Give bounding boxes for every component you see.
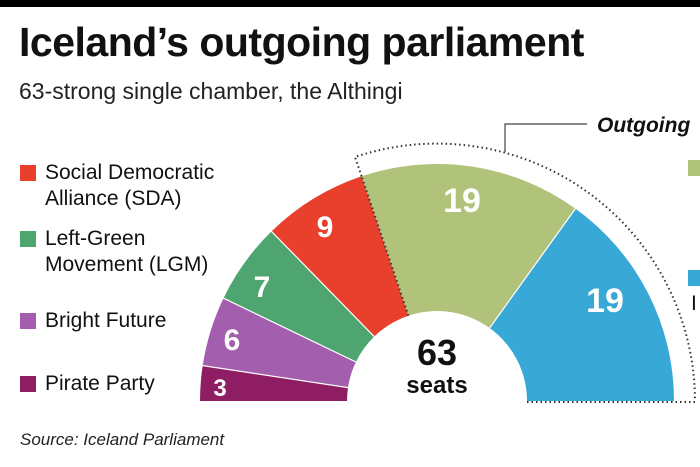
- center-unit: seats: [406, 372, 467, 399]
- value-label-lgm: 7: [254, 271, 271, 304]
- right-legend-label-fragment: I: [691, 292, 697, 315]
- legend-label: Pirate Party: [45, 372, 155, 395]
- source-note: Source: Iceland Parliament: [20, 430, 225, 449]
- legend-label-line1: Social Democratic: [45, 161, 215, 184]
- segment-sda: [271, 176, 409, 337]
- value-label-bright-future: 6: [224, 324, 241, 357]
- legend-label-line1: Left-Green: [45, 227, 146, 250]
- legend-item-bright-future: Bright Future: [20, 308, 166, 334]
- value-label-green-19: 19: [443, 182, 481, 220]
- legend-swatch-bright-future: [20, 313, 36, 329]
- segment-separators: [202, 208, 576, 389]
- outgoing-dotted-bracket: [353, 142, 696, 403]
- right-legend-swatch-green: [688, 160, 700, 176]
- legend-item-sda: Social Democratic Alliance (SDA): [20, 160, 214, 212]
- top-black-bar: [0, 0, 700, 7]
- right-legend-swatch-blue: [688, 270, 700, 286]
- value-label-pirate-party: 3: [213, 375, 226, 402]
- legend-label-line2: Alliance (SDA): [45, 187, 182, 210]
- legend-swatch-sda: [20, 165, 36, 181]
- chart-subtitle: 63-strong single chamber, the Althingi: [19, 78, 403, 104]
- legend-label: Bright Future: [45, 309, 167, 332]
- segment-bright-future: [202, 298, 356, 388]
- legend-label-line2: Movement (LGM): [45, 253, 209, 276]
- legend-swatch-lgm: [20, 231, 36, 247]
- value-label-sda: 9: [317, 211, 334, 244]
- legend-swatch-pirate-party: [20, 376, 36, 392]
- legend-item-pirate-party: Pirate Party: [20, 371, 155, 397]
- segment-lgm: [223, 231, 375, 362]
- center-total: 63: [417, 332, 457, 373]
- outgoing-label: Outgoing: [597, 114, 691, 137]
- outgoing-leader-line: [504, 123, 587, 152]
- chart-title: Iceland’s outgoing parliament: [19, 19, 584, 65]
- segment-blue-19: [489, 208, 674, 401]
- value-label-blue-19: 19: [586, 282, 624, 320]
- legend-item-lgm: Left-Green Movement (LGM): [20, 226, 208, 278]
- segment-pirate-party: [200, 365, 348, 401]
- segment-green-19: [361, 163, 576, 328]
